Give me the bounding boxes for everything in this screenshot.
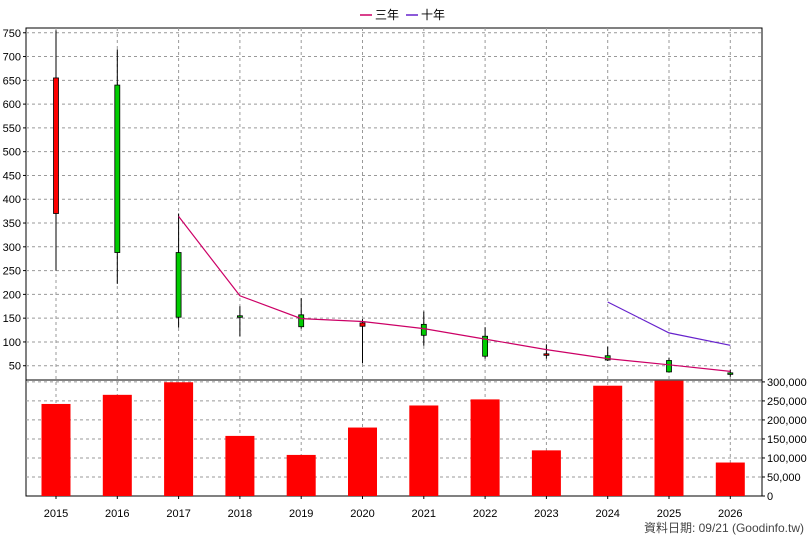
candle-body <box>298 314 305 328</box>
volume-tick-label: 100,000 <box>767 453 807 465</box>
moving-average-lines <box>178 216 731 372</box>
x-axis: 2015 2016 2017 2018 2019 2020 2021 2022 2023 2024… <box>44 496 743 520</box>
volume-tick-label: 0 <box>767 491 773 503</box>
legend-label-3yr: 三年 <box>375 8 399 22</box>
volume-plot-area <box>25 379 763 497</box>
price-tick-label: 700 <box>3 52 21 64</box>
candle-body <box>543 353 550 356</box>
candles <box>53 30 734 377</box>
candle-body <box>727 372 734 375</box>
x-tick-label: 2022 <box>473 508 497 520</box>
footer-date: 資料日期: 09/21 (Goodinfo.tw) <box>644 521 804 535</box>
x-tick-label: 2015 <box>44 508 68 520</box>
volume-bar <box>409 405 439 496</box>
volume-bar <box>348 427 377 496</box>
volume-tick-label: 150,000 <box>767 434 807 446</box>
candle-body <box>482 335 489 357</box>
volume-tick-label: 300,000 <box>767 377 807 389</box>
legend: 三年 十年 <box>360 8 445 22</box>
price-tick-label: 350 <box>3 218 21 230</box>
price-tick-label: 250 <box>3 266 21 278</box>
volume-bar <box>654 380 684 496</box>
volume-bars <box>41 380 745 496</box>
volume-bar <box>102 394 132 496</box>
volume-bar <box>470 399 500 496</box>
x-tick-label: 2023 <box>534 508 558 520</box>
volume-bar <box>593 385 623 496</box>
x-tick-label: 2017 <box>166 508 190 520</box>
price-tick-label: 750 <box>3 28 21 40</box>
price-tick-label: 150 <box>3 313 21 325</box>
price-tick-label: 100 <box>3 337 21 349</box>
legend-label-10yr: 十年 <box>421 8 445 22</box>
ma-line-三年 <box>178 216 731 372</box>
price-axis: 50 100 150 200 250 300 350 400 450 500 550 600 650 70… <box>3 28 26 373</box>
candle-body <box>53 77 59 214</box>
volume-tick-label: 50,000 <box>767 472 801 484</box>
volume-bar <box>715 462 745 496</box>
price-tick-label: 600 <box>3 99 21 111</box>
volume-tick-label: 200,000 <box>767 415 807 427</box>
price-plot-area <box>25 27 763 381</box>
candle-body <box>359 322 366 327</box>
price-tick-label: 650 <box>3 75 21 87</box>
x-tick-label: 2020 <box>350 508 374 520</box>
x-tick-label: 2021 <box>412 508 436 520</box>
volume-bar <box>286 454 316 496</box>
price-tick-label: 450 <box>3 170 21 182</box>
x-tick-label: 2026 <box>718 508 742 520</box>
x-tick-label: 2016 <box>105 508 129 520</box>
price-tick-label: 200 <box>3 289 21 301</box>
candle-body <box>236 315 243 318</box>
price-tick-label: 300 <box>3 242 21 254</box>
candle-body <box>114 84 121 253</box>
price-tick-label: 500 <box>3 147 21 159</box>
candle-body <box>666 360 672 373</box>
price-tick-label: 50 <box>9 361 21 373</box>
price-tick-label: 400 <box>3 194 21 206</box>
volume-tick-label: 250,000 <box>767 396 807 408</box>
volume-bar <box>41 403 71 496</box>
x-tick-label: 2025 <box>657 508 681 520</box>
volume-axis: 0 50,000 100,000 150,000 200,000 250,000 300,0… <box>762 377 807 503</box>
volume-bar <box>531 450 561 496</box>
grid <box>26 28 762 496</box>
x-tick-label: 2018 <box>228 508 252 520</box>
volume-bar <box>225 435 255 496</box>
candle-body <box>420 323 427 336</box>
candle-body <box>175 252 182 318</box>
ma-line-十年 <box>607 301 731 346</box>
x-tick-label: 2024 <box>595 508 619 520</box>
volume-bar <box>164 382 194 496</box>
price-tick-label: 550 <box>3 123 21 135</box>
x-tick-label: 2019 <box>289 508 313 520</box>
